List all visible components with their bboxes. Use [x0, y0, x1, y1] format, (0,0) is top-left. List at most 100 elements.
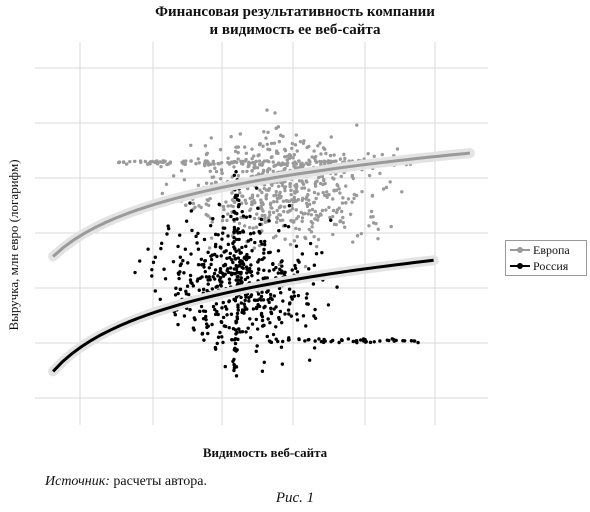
- point-russia: [269, 306, 273, 311]
- point-europe: [312, 190, 317, 195]
- point-europe: [378, 171, 382, 176]
- point-europe: [261, 144, 265, 148]
- point-europe: [255, 212, 259, 216]
- point-russia: [218, 245, 222, 249]
- point-russia: [207, 275, 211, 279]
- point-russia: [256, 206, 260, 210]
- point-europe: [279, 133, 283, 137]
- chart-title-line2: и видимость ее веб-сайта: [209, 22, 381, 38]
- point-europe: [276, 184, 281, 189]
- point-europe: [241, 169, 245, 174]
- point-russia: [232, 267, 237, 271]
- point-russia: [274, 265, 278, 270]
- point-europe: [292, 239, 297, 243]
- point-europe: [331, 208, 336, 213]
- point-russia: [313, 307, 317, 312]
- point-russia: [191, 284, 196, 288]
- point-europe: [338, 219, 343, 223]
- point-russia: [307, 337, 311, 342]
- point-europe: [342, 152, 346, 157]
- point-europe: [324, 151, 328, 156]
- point-russia: [260, 242, 264, 246]
- point-europe: [262, 159, 267, 163]
- point-russia: [150, 274, 154, 278]
- point-russia: [232, 254, 236, 258]
- point-russia: [232, 357, 236, 362]
- point-europe: [306, 212, 310, 216]
- point-russia: [256, 292, 261, 296]
- point-russia: [282, 272, 286, 276]
- point-russia: [244, 330, 248, 334]
- point-europe: [283, 188, 287, 193]
- point-europe: [283, 155, 287, 159]
- point-europe: [257, 243, 262, 248]
- point-russia: [229, 214, 233, 219]
- point-russia: [211, 275, 215, 279]
- point-europe: [255, 166, 260, 170]
- point-russia: [213, 268, 218, 272]
- point-russia: [221, 214, 225, 219]
- point-russia: [236, 231, 240, 235]
- point-europe: [280, 183, 285, 188]
- point-russia: [226, 242, 231, 247]
- point-russia: [182, 314, 187, 318]
- point-russia: [196, 247, 201, 251]
- point-russia: [208, 278, 212, 282]
- point-russia: [166, 224, 170, 228]
- point-europe: [298, 139, 303, 144]
- point-russia: [218, 330, 222, 335]
- point-europe: [295, 235, 299, 239]
- point-europe: [295, 149, 299, 153]
- point-russia: [248, 232, 253, 236]
- point-europe: [376, 227, 381, 231]
- point-europe: [182, 178, 187, 182]
- point-europe: [206, 163, 211, 167]
- point-europe: [226, 212, 230, 216]
- point-europe: [259, 198, 263, 202]
- point-russia: [416, 340, 420, 345]
- point-russia: [252, 231, 256, 235]
- point-europe: [197, 161, 201, 165]
- point-europe: [285, 161, 290, 165]
- point-russia: [238, 330, 243, 334]
- point-russia: [224, 249, 228, 253]
- point-europe: [384, 185, 389, 190]
- legend-swatch-russia: [510, 263, 530, 269]
- point-russia: [221, 231, 225, 235]
- point-europe: [332, 189, 336, 193]
- point-europe: [193, 205, 197, 210]
- point-russia: [160, 241, 164, 246]
- point-russia: [216, 335, 221, 339]
- point-russia: [248, 335, 253, 340]
- point-europe: [230, 191, 234, 195]
- point-russia: [218, 267, 223, 271]
- point-europe: [307, 227, 311, 232]
- source-note: Источник: расчеты автора.: [45, 474, 207, 490]
- point-europe: [267, 210, 272, 214]
- point-europe: [222, 207, 226, 212]
- point-russia: [307, 358, 312, 362]
- point-europe: [294, 226, 298, 231]
- point-russia: [244, 244, 248, 249]
- point-europe: [211, 175, 216, 179]
- point-russia: [220, 335, 224, 339]
- point-europe: [250, 193, 255, 197]
- point-russia: [236, 256, 241, 260]
- point-russia: [412, 339, 417, 343]
- point-russia: [223, 272, 227, 276]
- point-russia: [293, 266, 298, 271]
- point-russia: [271, 262, 275, 266]
- point-europe: [139, 160, 143, 165]
- point-russia: [268, 292, 273, 297]
- point-europe: [372, 154, 376, 158]
- point-europe: [183, 162, 187, 167]
- point-europe: [376, 236, 380, 241]
- point-europe: [128, 159, 132, 164]
- point-europe: [226, 204, 230, 208]
- point-europe: [282, 185, 287, 190]
- point-russia: [184, 219, 189, 223]
- point-russia: [232, 173, 237, 177]
- point-russia: [354, 339, 359, 343]
- point-russia: [292, 294, 297, 298]
- point-europe: [318, 212, 323, 216]
